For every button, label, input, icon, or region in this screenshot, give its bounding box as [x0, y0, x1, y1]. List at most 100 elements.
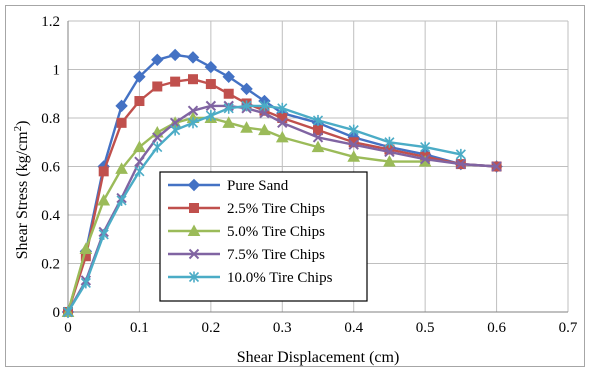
data-point — [169, 117, 181, 129]
data-point — [348, 137, 359, 148]
x-tick-label: 0.1 — [130, 320, 149, 336]
data-point — [223, 88, 234, 99]
data-point-stroke — [169, 117, 181, 129]
x-tick-label: 0.7 — [559, 320, 578, 336]
legend-entry: Pure Sand — [168, 178, 289, 194]
data-point — [133, 70, 146, 83]
data-point — [312, 114, 324, 126]
tick-labels: 0 0.2 0.4 0.6 0.8 1 1.2 0 0.1 0.2 0.3 0.4 0.5 0.6 0.7 — [41, 14, 578, 336]
legend-entry: 5.0% Tire Chips — [168, 224, 325, 240]
data-point — [258, 123, 271, 136]
data-point-stroke — [188, 248, 200, 260]
data-point-stroke — [312, 132, 324, 143]
data-point — [170, 76, 181, 87]
data-point-stroke — [277, 117, 288, 129]
data-point — [152, 81, 163, 92]
x-axis-title: Shear Displacement (cm) — [237, 349, 400, 366]
data-point — [384, 136, 395, 148]
legend-label: 2.5% Tire Chips — [227, 201, 325, 217]
data-point — [205, 79, 216, 90]
data-point — [80, 277, 91, 289]
y-tick-label: 0.8 — [41, 111, 60, 127]
data-point — [168, 48, 182, 62]
legend-entry: 7.5% Tire Chips — [168, 247, 325, 263]
data-point — [240, 82, 253, 96]
y-tick-label: 0 — [53, 305, 61, 321]
data-point — [277, 102, 288, 114]
data-point — [133, 140, 146, 153]
data-point — [98, 228, 109, 240]
x-tick-label: 0.4 — [344, 320, 363, 336]
data-point — [205, 110, 216, 122]
data-point — [241, 100, 252, 112]
data-point — [277, 117, 288, 129]
x-tick-label: 0 — [64, 320, 72, 336]
data-point — [152, 132, 163, 143]
data-point — [420, 141, 431, 153]
legend-label: 10.0% Tire Chips — [227, 270, 333, 286]
data-point — [134, 165, 145, 177]
data-point — [312, 132, 324, 143]
series-5 — [62, 100, 466, 318]
data-point — [205, 100, 217, 112]
data-point — [116, 194, 127, 206]
legend-label: 7.5% Tire Chips — [227, 247, 325, 263]
data-point — [347, 150, 361, 162]
data-point-stroke — [384, 146, 395, 158]
data-point — [188, 74, 198, 85]
data-point — [116, 117, 127, 128]
x-tick-label: 0.6 — [487, 320, 506, 336]
data-point — [384, 146, 395, 158]
axes — [67, 21, 568, 313]
y-tick-label: 1 — [53, 63, 61, 79]
data-point — [187, 105, 199, 116]
data-point-stroke — [348, 139, 359, 150]
data-point-stroke — [259, 107, 270, 119]
data-point — [455, 148, 466, 160]
data-point — [240, 121, 253, 133]
data-point — [188, 271, 200, 283]
data-point — [455, 158, 467, 170]
legend-label: 5.0% Tire Chips — [227, 224, 325, 240]
data-point-stroke — [152, 132, 163, 143]
y-tick-label: 1.2 — [41, 14, 60, 30]
data-point — [348, 139, 359, 150]
x-tick-label: 0.5 — [416, 320, 435, 336]
y-tick-label: 0.4 — [41, 208, 60, 224]
data-point — [170, 124, 181, 136]
legend-label: Pure Sand — [227, 178, 289, 194]
y-tick-label: 0.6 — [41, 160, 60, 176]
data-point-stroke — [205, 100, 217, 112]
data-point — [204, 60, 218, 74]
series-lines — [61, 48, 503, 319]
data-point — [134, 156, 145, 167]
data-point — [223, 102, 234, 114]
legend-entry: 10.0% Tire Chips — [168, 270, 333, 286]
data-point — [187, 178, 201, 192]
x-tick-label: 0.3 — [273, 320, 292, 336]
data-point — [189, 203, 199, 213]
data-point — [259, 100, 270, 112]
x-tick-label: 0.2 — [201, 320, 220, 336]
data-point — [187, 224, 201, 236]
data-point — [187, 117, 199, 129]
y-axis-title: Shear Stress (kg/cm2) — [12, 121, 31, 260]
y-tick-label: 0.2 — [41, 257, 60, 273]
data-point — [259, 107, 270, 119]
data-point — [222, 116, 236, 128]
gridlines — [68, 20, 569, 312]
data-point — [419, 154, 431, 165]
data-point — [62, 306, 74, 318]
data-point-stroke — [187, 105, 199, 116]
data-point — [186, 51, 200, 64]
data-point — [275, 130, 289, 143]
legend: Pure Sand 2.5% Tire Chips 5.0% Tire Chips 7… — [159, 171, 368, 302]
data-point-stroke — [455, 158, 467, 170]
data-point — [222, 70, 235, 83]
data-point-stroke — [419, 154, 431, 165]
data-point — [311, 140, 325, 153]
data-point — [115, 162, 128, 174]
series-line — [66, 104, 462, 313]
data-point — [151, 53, 164, 67]
